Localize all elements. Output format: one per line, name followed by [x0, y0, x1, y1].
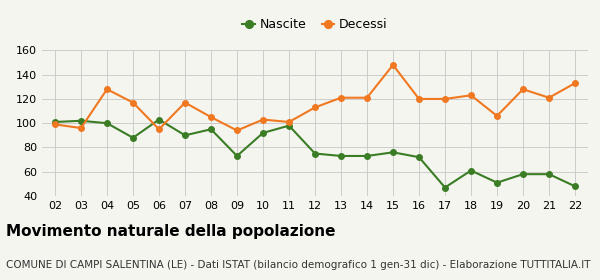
Decessi — [467, 94, 475, 97]
Line: Decessi: Decessi — [52, 62, 578, 133]
Decessi — [493, 114, 500, 118]
Decessi — [415, 97, 422, 101]
Decessi — [311, 106, 319, 109]
Decessi — [286, 120, 293, 124]
Nascite — [52, 120, 59, 124]
Decessi — [103, 88, 110, 91]
Decessi — [364, 96, 371, 99]
Nascite — [77, 119, 85, 122]
Decessi — [545, 96, 553, 99]
Nascite — [389, 151, 397, 154]
Legend: Nascite, Decessi: Nascite, Decessi — [238, 13, 392, 36]
Nascite — [545, 172, 553, 176]
Decessi — [181, 101, 188, 104]
Nascite — [311, 152, 319, 155]
Decessi — [520, 88, 527, 91]
Nascite — [337, 154, 344, 158]
Nascite — [130, 136, 137, 139]
Decessi — [259, 118, 266, 121]
Decessi — [389, 63, 397, 67]
Decessi — [571, 81, 578, 85]
Nascite — [286, 124, 293, 127]
Text: COMUNE DI CAMPI SALENTINA (LE) - Dati ISTAT (bilancio demografico 1 gen-31 dic) : COMUNE DI CAMPI SALENTINA (LE) - Dati IS… — [6, 260, 590, 270]
Nascite — [415, 155, 422, 159]
Nascite — [520, 172, 527, 176]
Nascite — [103, 122, 110, 125]
Line: Nascite: Nascite — [52, 117, 578, 190]
Nascite — [181, 134, 188, 137]
Decessi — [442, 97, 449, 101]
Nascite — [155, 118, 163, 121]
Nascite — [233, 154, 241, 158]
Decessi — [52, 123, 59, 126]
Nascite — [208, 128, 215, 131]
Decessi — [233, 129, 241, 132]
Nascite — [364, 154, 371, 158]
Decessi — [155, 128, 163, 131]
Decessi — [77, 126, 85, 130]
Nascite — [259, 131, 266, 135]
Nascite — [442, 186, 449, 189]
Text: Movimento naturale della popolazione: Movimento naturale della popolazione — [6, 224, 335, 239]
Nascite — [493, 181, 500, 184]
Decessi — [337, 96, 344, 99]
Nascite — [571, 185, 578, 188]
Decessi — [130, 101, 137, 104]
Nascite — [467, 169, 475, 172]
Decessi — [208, 115, 215, 119]
